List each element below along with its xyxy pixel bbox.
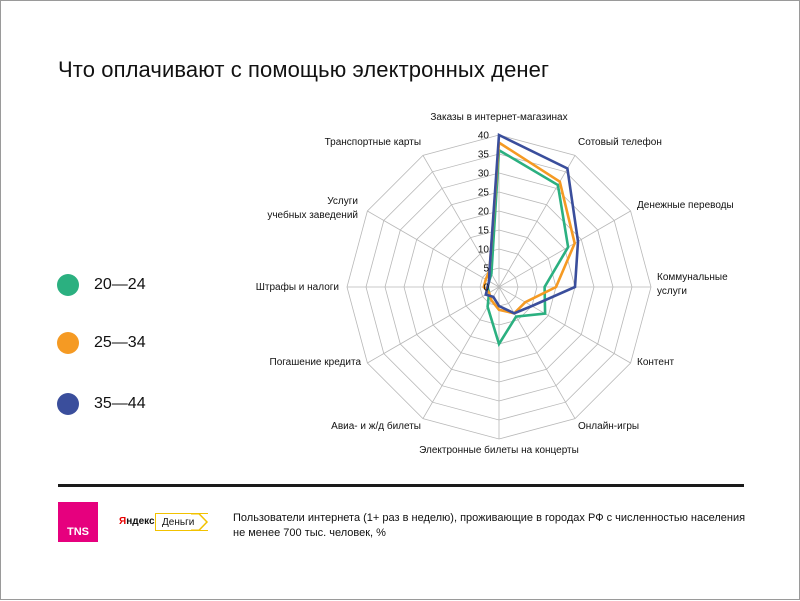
axis-label-5: Контент xyxy=(637,357,674,368)
yandex-dengi-label: Деньги xyxy=(162,517,194,528)
tns-logo-text: TNS xyxy=(67,526,89,538)
bottom-divider xyxy=(58,484,744,487)
footnote: Пользователи интернета (1+ раз в неделю)… xyxy=(233,511,753,541)
dengi-arrow-icon xyxy=(191,513,209,531)
tick-label-35: 35 xyxy=(478,150,490,161)
tick-label-20: 20 xyxy=(478,207,490,218)
axis-label-12: Транспортные карты xyxy=(325,137,421,148)
yandex-logo: Яндекс xyxy=(119,516,155,527)
axis-label-1: Заказы в интернет-магазинах xyxy=(430,112,567,123)
tick-label-30: 30 xyxy=(478,169,490,180)
tick-label-10: 10 xyxy=(478,245,490,256)
yandex-logo-rest: ндекс xyxy=(126,516,154,527)
axis-label-6: Онлайн-игры xyxy=(578,421,639,432)
tns-logo: TNS xyxy=(58,502,98,542)
tick-label-40: 40 xyxy=(478,131,490,142)
axis-label-7: Электронные билеты на концерты xyxy=(419,444,579,456)
spoke-5 xyxy=(499,287,631,363)
axis-label-8: Авиа- и ж/д билеты xyxy=(331,420,421,432)
axis-label-2: Сотовый телефон xyxy=(578,136,662,148)
axis-label-9: Погашение кредита xyxy=(270,357,362,368)
spoke-9 xyxy=(367,287,499,363)
spoke-6 xyxy=(499,287,575,419)
tick-label-0: 0 xyxy=(483,283,489,294)
axis-label-3: Денежные переводы xyxy=(637,200,734,211)
tick-label-25: 25 xyxy=(478,188,490,199)
axis-label-10: Штрафы и налоги xyxy=(256,281,339,293)
tick-label-5: 5 xyxy=(483,264,489,275)
tick-label-15: 15 xyxy=(478,226,490,237)
